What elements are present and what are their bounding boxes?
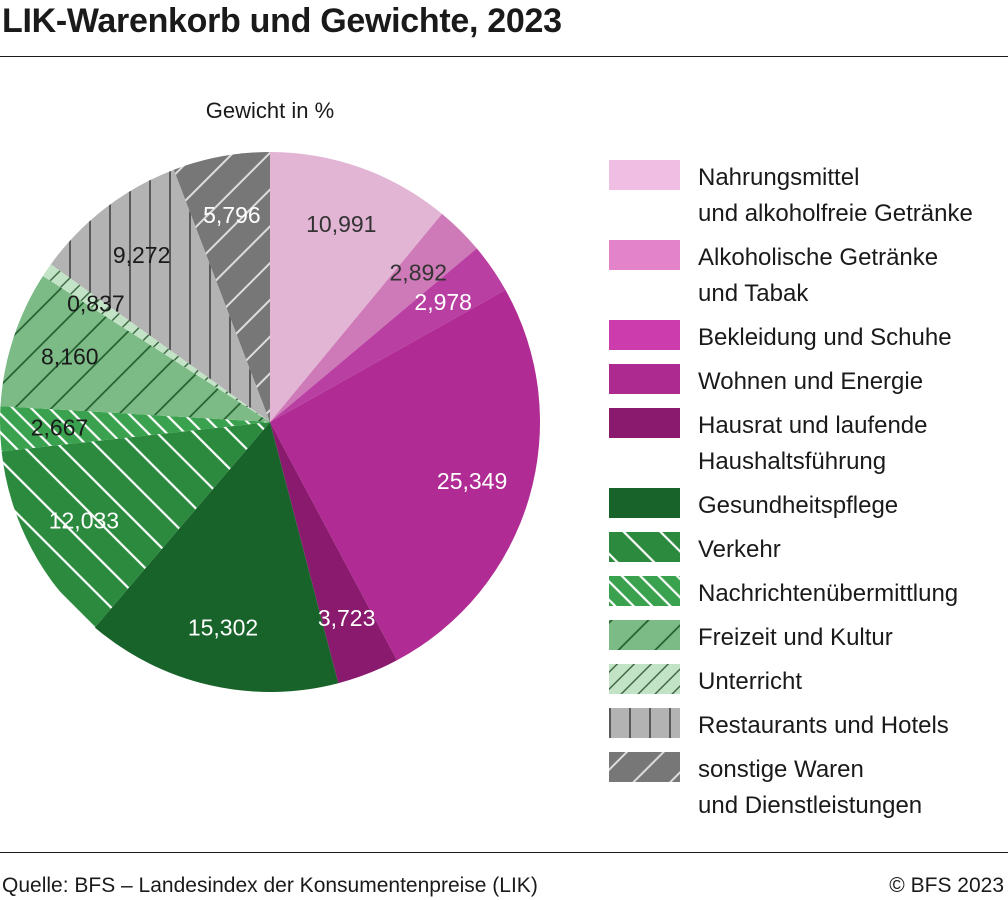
legend-label: Verkehr [698, 536, 781, 563]
slice-label: 2,892 [390, 260, 448, 286]
pie-chart: Gewicht in % 10,991 2,892 2,978 25,349 3,723… [0, 98, 973, 819]
slice-label: 10,991 [306, 211, 376, 237]
legend-label: Gesundheitspflege [698, 492, 898, 519]
legend-label: Nachrichtenübermittlung [698, 580, 958, 607]
pie-slice [1, 422, 270, 628]
legend-label: Nahrungsmittel und alkoholfreie Getränke [698, 164, 973, 227]
legend-swatch [609, 620, 680, 650]
slice-label: 15,302 [188, 614, 258, 640]
slice-label: 2,978 [414, 289, 472, 315]
legend-swatch [609, 708, 680, 738]
slice-label: 0,837 [67, 291, 125, 317]
legend-swatch [609, 664, 680, 694]
pie-slice [173, 152, 270, 422]
slice-label: 25,349 [437, 468, 507, 494]
legend-swatch [609, 320, 680, 350]
value-label: Gewicht in % [206, 98, 334, 123]
legend-label: Wohnen und Energie [698, 368, 923, 395]
pie-slice [270, 248, 506, 422]
slice-label: 8,160 [41, 344, 99, 370]
legend-swatch [609, 532, 680, 562]
pie-slice [270, 289, 541, 661]
pie-slice [50, 169, 270, 422]
legend-swatch [609, 240, 680, 270]
legend-label: Freizeit und Kultur [698, 624, 893, 651]
slice-label: 5,796 [203, 202, 261, 228]
legend-label: Bekleidung und Schuhe [698, 324, 952, 351]
legend-label: Hausrat und laufende Haushaltsführung [698, 412, 928, 475]
slice-label: 3,723 [318, 605, 376, 631]
pie-slice [94, 422, 339, 692]
legend-swatch [609, 364, 680, 394]
slice-label: 2,667 [31, 414, 89, 440]
slice-labels: 10,991 2,892 2,978 25,349 3,723 15,302 12,033 2… [31, 202, 508, 640]
pie-slice [270, 152, 442, 422]
legend-swatch [609, 488, 680, 518]
slice-label: 9,272 [113, 242, 171, 268]
legend-label: sonstige Waren und Dienstleistungen [698, 756, 922, 819]
legend-swatch [609, 160, 680, 190]
pie-slice [0, 406, 271, 452]
pie-slices [0, 152, 541, 692]
copyright: © BFS 2023 [889, 874, 1004, 897]
pie-slice [0, 275, 270, 422]
source-note: Quelle: BFS – Landesindex der Konsumente… [2, 874, 538, 897]
legend-swatch [609, 408, 680, 438]
legend-label: Alkoholische Getränke und Tabak [698, 244, 938, 307]
pie-slice [42, 264, 271, 422]
legend: Nahrungsmittel und alkoholfreie Getränke A… [609, 160, 973, 819]
legend-label: Unterricht [698, 668, 802, 695]
title-divider [0, 56, 1008, 57]
legend-label: Restaurants und Hotels [698, 712, 949, 739]
footer-divider [0, 852, 1008, 853]
chart-title: LIK-Warenkorb und Gewichte, 2023 [2, 2, 562, 40]
legend-swatch [609, 752, 680, 782]
slice-label: 12,033 [49, 508, 119, 534]
legend-swatch [609, 576, 680, 606]
pie-slice [270, 422, 397, 684]
pie-slice [270, 213, 477, 422]
